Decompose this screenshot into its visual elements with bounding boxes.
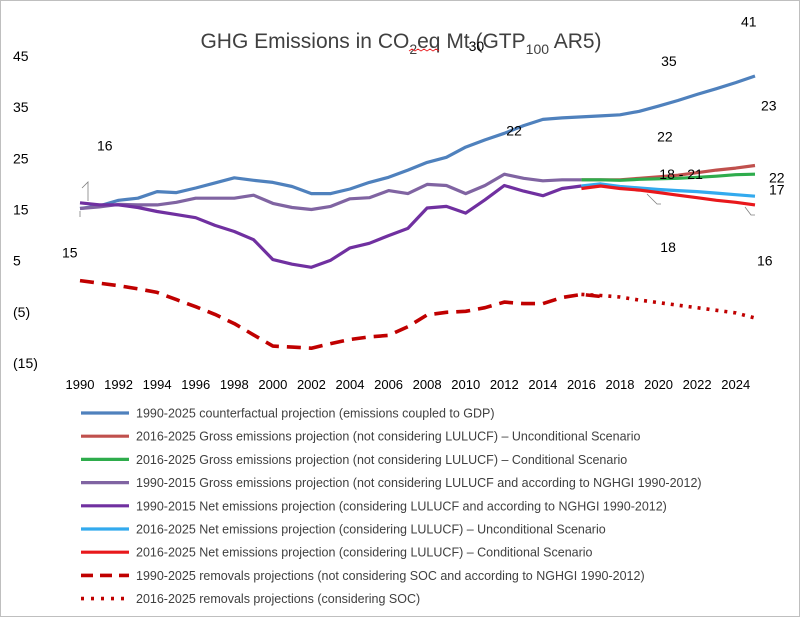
annotation-label: 22: [506, 123, 522, 139]
title-suffix: AR5): [549, 30, 602, 53]
x-tick-label: 2004: [336, 377, 365, 392]
series-layer: [79, 74, 756, 351]
x-tick-label: 2018: [606, 377, 635, 392]
annotation-label: 16: [97, 137, 113, 153]
x-tick-label: 1990: [66, 377, 95, 392]
y-tick-label: 5: [13, 253, 21, 269]
y-tick-label: 45: [13, 48, 29, 64]
x-tick-label: 2022: [683, 377, 712, 392]
legend: 1990-2025 counterfactual projection (emi…: [81, 407, 702, 606]
series-line-7: [581, 184, 756, 207]
y-tick-label: (15): [13, 355, 38, 371]
x-tick-label: 2006: [374, 377, 403, 392]
annotation-label: 18: [660, 239, 676, 255]
series-line-1: [79, 74, 756, 211]
series-line-6: [581, 182, 756, 198]
x-tick-label: 2010: [451, 377, 480, 392]
annotation-leader: [646, 193, 661, 205]
series-line-5: [79, 183, 582, 269]
legend-label: 2016-2025 removals projections (consider…: [136, 592, 420, 606]
title-prefix: GHG Emissions in CO: [200, 30, 409, 53]
x-tick-label: 2000: [258, 377, 287, 392]
x-tick-label: 1994: [143, 377, 172, 392]
x-tick-label: 2002: [297, 377, 326, 392]
y-axis: 45 35 25 15 5 (5) (15): [13, 48, 38, 371]
annotation-label: 30: [469, 38, 485, 54]
annotation-label: 17: [769, 181, 785, 197]
legend-label: 2016-2025 Net emissions projection (cons…: [136, 523, 606, 537]
legend-label: 2016-2025 Gross emissions projection (no…: [136, 453, 627, 467]
annotation-leader: [81, 181, 89, 201]
series-line-3: [581, 172, 756, 182]
x-tick-label: 2008: [413, 377, 442, 392]
legend-label: 1990-2015 Net emissions projection (cons…: [136, 499, 667, 513]
title-sub-2: 100: [526, 41, 550, 57]
legend-label: 1990-2015 Gross emissions projection (no…: [136, 476, 702, 490]
series-line-9: [581, 292, 756, 320]
x-tick-label: 2014: [528, 377, 557, 392]
annotation-label: 22: [657, 129, 673, 145]
title-spellcheck-squiggle: [408, 48, 440, 52]
x-tick-label: 2020: [644, 377, 673, 392]
legend-label: 2016-2025 Gross emissions projection (no…: [136, 430, 640, 444]
legend-label: 2016-2025 Net emissions projection (cons…: [136, 546, 593, 560]
x-axis: 1990 1992 1994 1996 1998 2000 2002 2004 2006 2008…: [66, 377, 751, 392]
x-tick-label: 1998: [220, 377, 249, 392]
annotation-leaders: [79, 181, 755, 217]
annotation-label: 18 - 21: [659, 166, 703, 182]
series-line-8: [79, 278, 601, 351]
title-mid: eq Mt (GTP: [417, 30, 526, 53]
annotation-label: 16: [757, 252, 773, 268]
annotation-label: 35: [661, 53, 677, 69]
annotation-label: 41: [741, 13, 757, 29]
y-tick-label: 35: [13, 99, 29, 115]
x-tick-label: 2016: [567, 377, 596, 392]
legend-label: 1990-2025 counterfactual projection (emi…: [136, 407, 495, 421]
chart-title: GHG Emissions in CO2eq Mt (GTP100 AR5): [200, 30, 601, 57]
annotation-leader: [744, 206, 755, 216]
annotation-label: 22: [769, 170, 785, 186]
x-tick-label: 1992: [104, 377, 133, 392]
annotation-label: 23: [761, 98, 777, 114]
y-tick-label: (5): [13, 304, 30, 320]
annotation-label: 15: [62, 245, 78, 261]
x-tick-label: 2012: [490, 377, 519, 392]
y-tick-label: 25: [13, 150, 29, 166]
title-sub-1: 2: [409, 41, 417, 57]
series-line-4: [79, 172, 582, 212]
x-tick-label: 1996: [181, 377, 210, 392]
x-tick-label: 2024: [721, 377, 750, 392]
y-tick-label: 15: [13, 202, 29, 218]
annotation-layer: 41 35 30 23 22 22 22 18 - 21 17 18 16 16 15: [62, 13, 785, 268]
legend-label: 1990-2025 removals projections (not cons…: [136, 569, 645, 583]
